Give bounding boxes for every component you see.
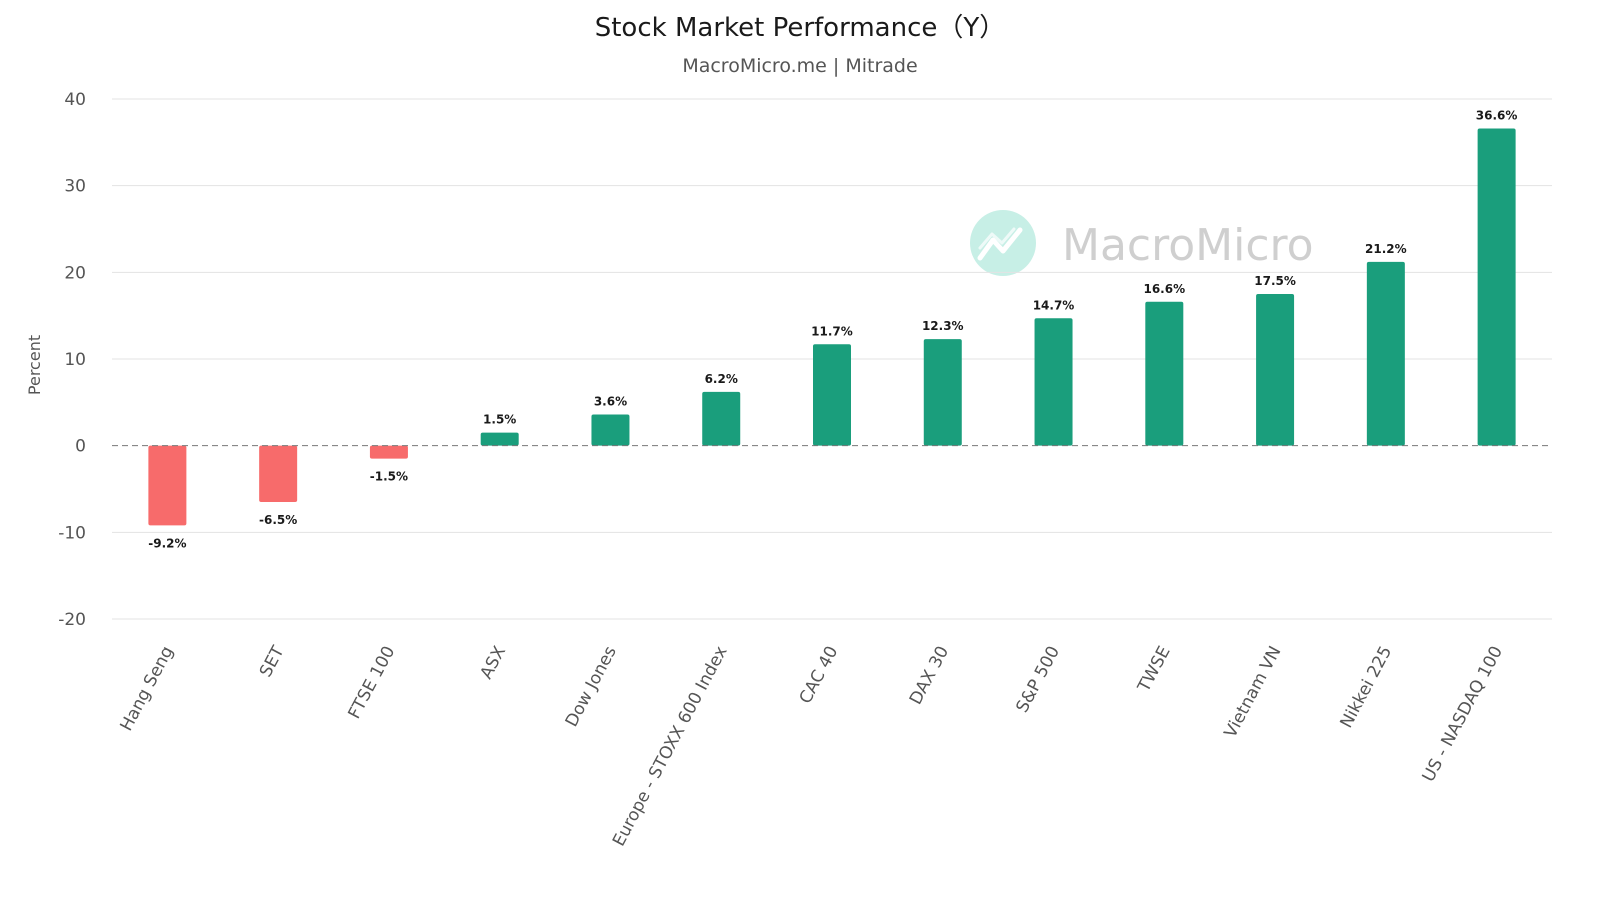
data-label: 1.5%	[483, 413, 516, 427]
data-label: 36.6%	[1476, 108, 1518, 122]
x-tick-label: Dow Jones	[562, 643, 621, 730]
data-label: -9.2%	[148, 536, 186, 550]
watermark: MacroMicro	[970, 210, 1314, 276]
chart-subtitle: MacroMicro.me | Mitrade	[682, 55, 917, 77]
data-label: -1.5%	[370, 470, 408, 484]
y-tick-label: 0	[75, 437, 86, 457]
y-tick-label: -10	[58, 523, 86, 543]
data-label: 14.7%	[1033, 298, 1075, 312]
x-tick-label: Europe - STOXX 600 Index	[609, 643, 732, 850]
data-label: 21.2%	[1365, 242, 1407, 256]
x-tick-label: Hang Seng	[116, 643, 177, 735]
data-label: 17.5%	[1254, 274, 1296, 288]
x-tick-label: CAC 40	[796, 643, 843, 707]
bar[interactable]	[1477, 128, 1516, 446]
bar[interactable]	[1256, 294, 1295, 446]
data-label: 6.2%	[705, 372, 738, 386]
bar[interactable]	[480, 432, 519, 446]
bar[interactable]	[1366, 261, 1405, 446]
bar[interactable]	[1034, 318, 1073, 446]
chart-title: Stock Market Performance（Y）	[595, 13, 1006, 43]
x-tick-label: SET	[256, 642, 289, 680]
bar[interactable]	[148, 445, 187, 526]
x-tick-label: Vietnam VN	[1221, 643, 1286, 741]
x-tick-label: FTSE 100	[344, 643, 399, 722]
x-tick-label: DAX 30	[906, 643, 953, 708]
bar[interactable]	[259, 445, 298, 502]
y-axis-label: Percent	[25, 335, 44, 395]
bar[interactable]	[1145, 301, 1184, 446]
bars	[148, 128, 1516, 526]
y-axis: -20 -10 0 10 20 30 40	[58, 90, 86, 630]
bar[interactable]	[923, 339, 962, 446]
x-tick-label: S&P 500	[1012, 643, 1064, 716]
data-label: 3.6%	[594, 394, 627, 408]
y-tick-label: 40	[64, 90, 86, 110]
bar[interactable]	[369, 445, 408, 459]
y-tick-label: 20	[64, 263, 86, 283]
x-tick-label: US - NASDAQ 100	[1419, 643, 1507, 785]
watermark-text: MacroMicro	[1062, 220, 1314, 271]
y-tick-label: 10	[64, 350, 86, 370]
data-label: 12.3%	[922, 319, 964, 333]
y-tick-label: -20	[58, 610, 86, 630]
data-labels: -9.2% -6.5% -1.5% 1.5% 3.6% 6.2% 11.7% 12.3% 14.…	[148, 108, 1517, 550]
x-tick-label: Nikkei 225	[1337, 643, 1397, 731]
bar[interactable]	[702, 391, 741, 446]
data-label: -6.5%	[259, 513, 297, 527]
bar[interactable]	[813, 344, 851, 446]
bar[interactable]	[591, 414, 630, 446]
y-tick-label: 30	[64, 177, 86, 197]
data-label: 11.7%	[811, 324, 853, 338]
x-tick-label: TWSE	[1134, 643, 1175, 696]
chart-line-icon	[977, 227, 1023, 261]
x-tick-label: ASX	[476, 643, 510, 683]
data-label: 16.6%	[1143, 282, 1185, 296]
